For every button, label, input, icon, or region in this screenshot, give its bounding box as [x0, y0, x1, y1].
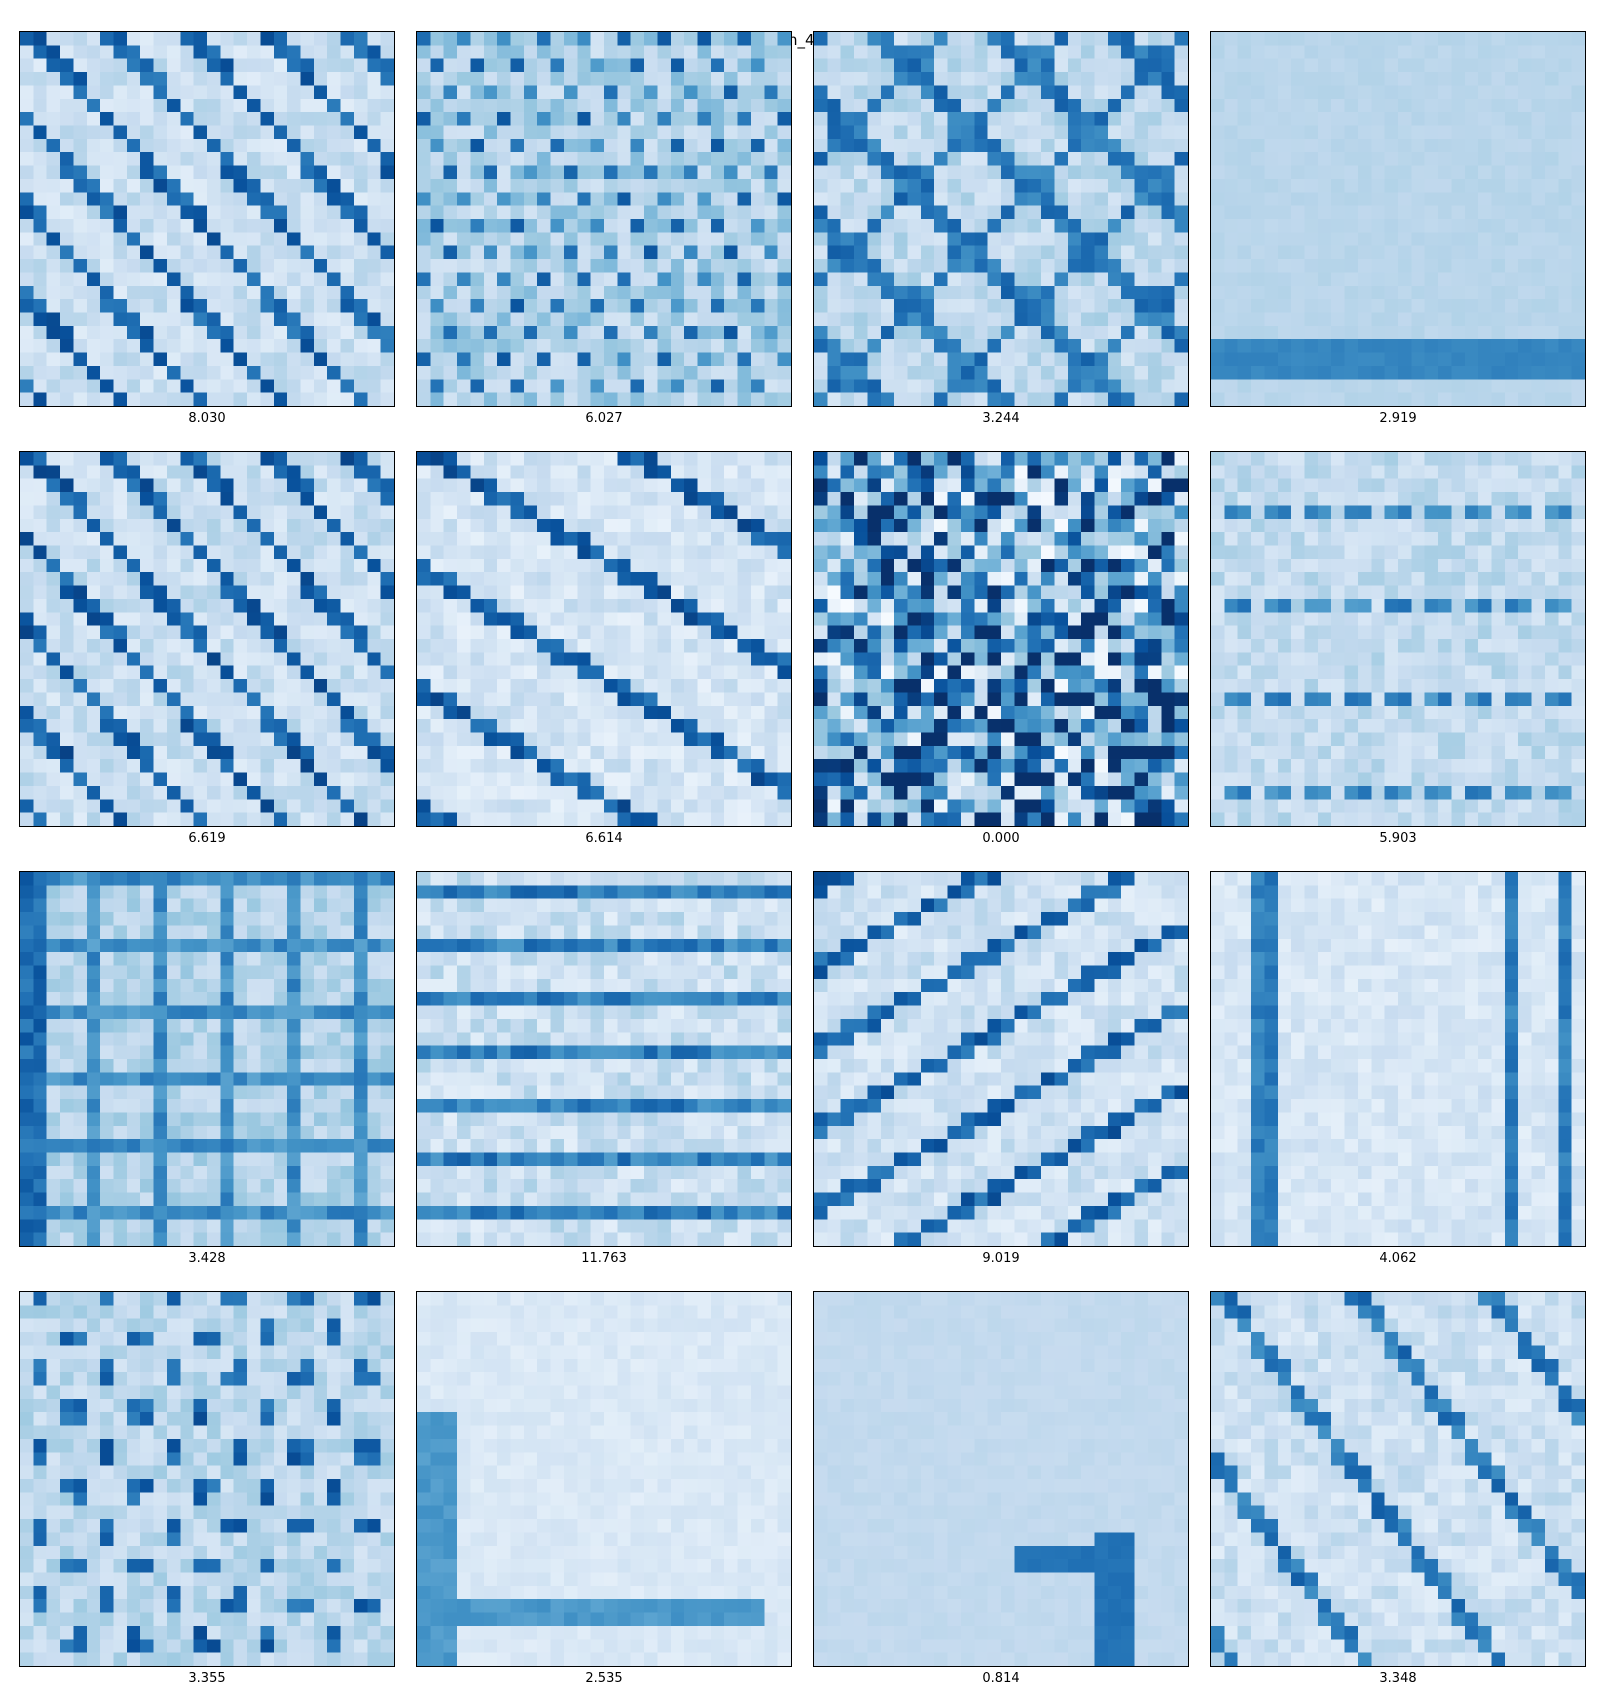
filter-heatmap: [416, 871, 792, 1247]
filter-heatmap: [19, 451, 395, 827]
filter-heatmap: [19, 871, 395, 1247]
filter-loss-label: 3.348: [1379, 1671, 1417, 1686]
filter-heatmap: [813, 871, 1189, 1247]
filter-loss-label: 3.355: [188, 1671, 226, 1686]
filter-loss-label: 4.062: [1379, 1251, 1417, 1266]
filter-loss-label: 0.814: [982, 1671, 1020, 1686]
filter-heatmap: [19, 1291, 395, 1667]
filter-panel: 3.244: [813, 31, 1189, 428]
filter-panel: 11.763: [416, 871, 792, 1268]
filter-loss-label: 11.763: [581, 1251, 627, 1266]
filter-panel: 2.919: [1210, 31, 1586, 428]
filter-panel: 6.614: [416, 451, 792, 848]
filter-loss-label: 2.919: [1379, 411, 1417, 426]
filter-panel: 0.814: [813, 1291, 1189, 1688]
filter-heatmap: [19, 31, 395, 407]
filter-heatmap: [1210, 871, 1586, 1247]
filter-loss-label: 5.903: [1379, 831, 1417, 846]
filter-panel: 0.000: [813, 451, 1189, 848]
filter-panel: 5.903: [1210, 451, 1586, 848]
filter-panel: 6.027: [416, 31, 792, 428]
filter-loss-label: 6.619: [188, 831, 226, 846]
filter-heatmap: [416, 1291, 792, 1667]
filter-heatmap: [1210, 451, 1586, 827]
filter-heatmap: [416, 451, 792, 827]
filter-loss-label: 8.030: [188, 411, 226, 426]
filter-heatmap: [813, 451, 1189, 827]
filter-panel: 8.030: [19, 31, 395, 428]
filter-loss-label: 0.000: [982, 831, 1020, 846]
filter-loss-label: 6.027: [585, 411, 623, 426]
filter-panel: 6.619: [19, 451, 395, 848]
filter-loss-label: 6.614: [585, 831, 623, 846]
filter-heatmap: [813, 1291, 1189, 1667]
filter-panel: 2.535: [416, 1291, 792, 1688]
filter-heatmap: [1210, 31, 1586, 407]
filter-loss-label: 3.428: [188, 1251, 226, 1266]
filter-panel: 3.348: [1210, 1291, 1586, 1688]
filter-heatmap: [813, 31, 1189, 407]
filter-heatmap: [416, 31, 792, 407]
filter-panel: 3.428: [19, 871, 395, 1268]
filter-heatmap: [1210, 1291, 1586, 1667]
filter-panel: 9.019: [813, 871, 1189, 1268]
filter-loss-label: 9.019: [982, 1251, 1020, 1266]
filter-panel: 3.355: [19, 1291, 395, 1688]
filter-panel: 4.062: [1210, 871, 1586, 1268]
filter-loss-label: 3.244: [982, 411, 1020, 426]
filter-loss-label: 2.535: [585, 1671, 623, 1686]
